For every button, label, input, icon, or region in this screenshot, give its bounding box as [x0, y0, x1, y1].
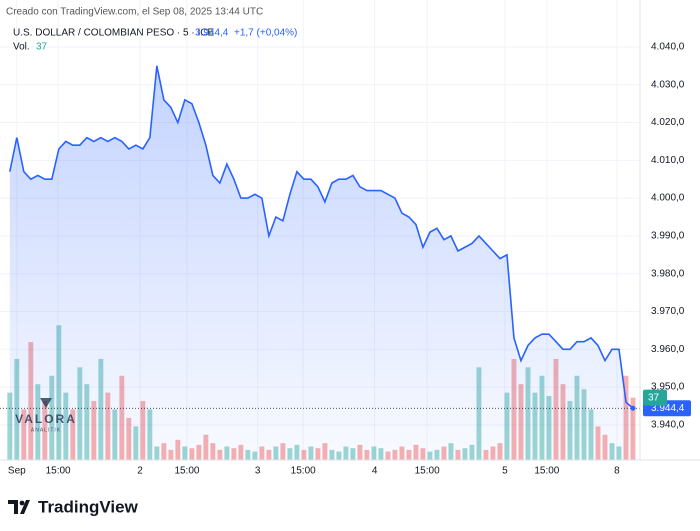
y-tick-label: 4.030,0 [651, 79, 685, 90]
brand-name: TradingView [38, 497, 139, 516]
x-tick-label: 8 [614, 466, 620, 477]
header-change: +1,7 (+0,04%) [234, 28, 297, 39]
watermark-subtext: ANALITIK [31, 427, 61, 433]
y-tick-label: 3.960,0 [651, 344, 685, 355]
last-price-dot [630, 405, 636, 411]
header-volume: 37 [36, 42, 48, 53]
x-tick-label: 5 [502, 466, 508, 477]
x-tick-label: 15:00 [46, 466, 71, 477]
last-price-label: 3.944,4 [651, 403, 685, 414]
x-tick-label: 4 [372, 466, 378, 477]
brand: TradingView [8, 497, 139, 516]
price-line [9, 65, 634, 409]
credit: Creado con TradingView.com, el Sep 08, 2… [6, 7, 263, 18]
price-layer [0, 65, 640, 460]
last-volume-label: 37 [648, 392, 660, 403]
brand-logo [8, 500, 30, 514]
y-tick-label: 4.010,0 [651, 155, 685, 166]
y-tick-label: 4.040,0 [651, 42, 685, 53]
watermark: VALORA ANALITIK [15, 398, 77, 433]
x-tick-label: 3 [255, 466, 261, 477]
watermark-text: VALORA [15, 412, 77, 426]
x-tick-label: 15:00 [291, 466, 316, 477]
x-tick-label: 2 [137, 466, 143, 477]
x-tick-label: 15:00 [174, 466, 199, 477]
y-tick-label: 4.000,0 [651, 193, 685, 204]
price-area [9, 65, 633, 460]
y-tick-label: 3.940,0 [651, 419, 685, 430]
symbol-title: U.S. DOLLAR / COLOMBIAN PESO · 5 · ICE [13, 28, 214, 39]
y-tick-label: 3.990,0 [651, 231, 685, 242]
brand-logo-dot [19, 500, 25, 506]
volume-title: Vol. [13, 42, 30, 53]
last-volume-box [643, 389, 667, 406]
y-tick-label: 4.020,0 [651, 117, 685, 128]
x-tick-label: 15:00 [415, 466, 440, 477]
x-tick-label: 15:00 [534, 466, 559, 477]
y-tick-label: 3.970,0 [651, 306, 685, 317]
x-tick-label: Sep [8, 466, 26, 477]
y-tick-label: 3.980,0 [651, 268, 685, 279]
y-tick-label: 3.950,0 [651, 382, 685, 393]
header-price: 3.944,4 [195, 28, 229, 39]
watermark-icon [40, 398, 52, 408]
